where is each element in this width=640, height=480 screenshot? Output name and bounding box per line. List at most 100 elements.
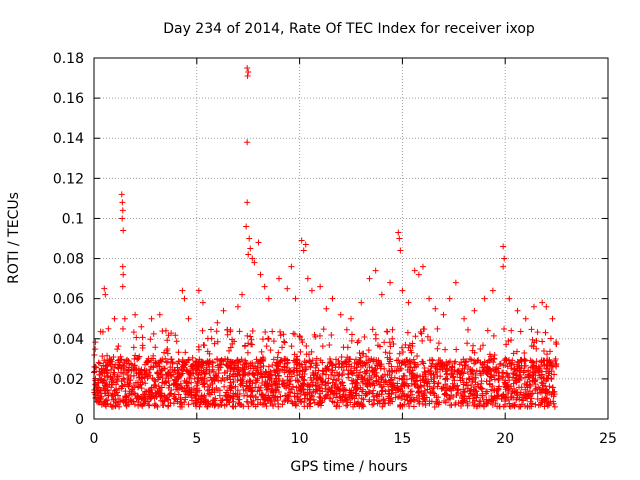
data-point xyxy=(357,369,364,376)
data-point xyxy=(426,295,433,302)
data-point xyxy=(431,390,438,397)
data-point xyxy=(292,295,299,302)
data-point xyxy=(158,392,165,399)
data-point xyxy=(476,400,483,407)
data-point xyxy=(448,392,455,399)
data-point xyxy=(320,326,327,333)
data-point xyxy=(249,327,256,334)
data-point xyxy=(306,357,313,364)
data-point xyxy=(491,376,498,383)
data-point xyxy=(156,311,163,318)
data-point xyxy=(461,389,468,396)
data-point xyxy=(302,391,309,398)
data-point xyxy=(434,325,441,332)
data-point xyxy=(398,393,405,400)
data-point xyxy=(307,400,314,407)
data-point xyxy=(255,239,262,246)
data-point xyxy=(447,358,454,365)
data-point xyxy=(305,382,312,389)
data-point xyxy=(297,399,304,406)
data-point xyxy=(321,395,328,402)
data-point xyxy=(289,400,296,407)
data-point xyxy=(399,402,406,409)
data-point xyxy=(275,400,282,407)
data-point xyxy=(372,335,379,342)
data-point xyxy=(517,328,524,335)
data-point xyxy=(529,390,536,397)
y-tick-label: 0.02 xyxy=(53,372,84,388)
data-point xyxy=(434,345,441,352)
data-point xyxy=(187,392,194,399)
data-point xyxy=(370,387,377,394)
data-point xyxy=(430,389,437,396)
data-point xyxy=(333,402,340,409)
data-point xyxy=(141,395,148,402)
data-point xyxy=(307,358,314,365)
data-point xyxy=(254,369,261,376)
data-point xyxy=(155,391,162,398)
data-point xyxy=(444,375,451,382)
y-tick-label: 0.12 xyxy=(53,171,84,187)
data-point xyxy=(508,327,515,334)
data-point xyxy=(406,358,413,365)
data-point xyxy=(505,337,512,344)
data-point xyxy=(152,344,159,351)
data-point xyxy=(261,283,268,290)
data-point xyxy=(318,381,325,388)
data-point xyxy=(364,376,371,383)
data-point xyxy=(539,395,546,402)
data-point xyxy=(445,396,452,403)
data-point xyxy=(372,267,379,274)
data-point xyxy=(160,402,167,409)
data-point xyxy=(422,401,429,408)
data-point xyxy=(104,386,111,393)
data-point xyxy=(124,379,131,386)
data-point xyxy=(259,356,266,363)
data-point xyxy=(281,338,288,345)
data-point xyxy=(276,275,283,282)
data-point xyxy=(291,351,298,358)
data-point xyxy=(522,315,529,322)
data-point xyxy=(213,328,220,335)
data-point xyxy=(344,401,351,408)
data-point xyxy=(119,382,126,389)
data-point xyxy=(399,359,406,366)
data-point xyxy=(503,341,510,348)
data-point xyxy=(179,287,186,294)
data-point xyxy=(270,403,277,410)
data-point xyxy=(145,387,152,394)
data-point xyxy=(254,388,261,395)
data-point xyxy=(222,393,229,400)
data-point xyxy=(229,403,236,410)
data-point xyxy=(210,368,217,375)
data-point xyxy=(361,334,368,341)
data-point xyxy=(424,333,431,340)
chart-title: Day 234 of 2014, Rate Of TEC Index for r… xyxy=(163,21,535,37)
data-point xyxy=(529,375,536,382)
data-point xyxy=(209,386,216,393)
data-point xyxy=(161,398,168,405)
data-point xyxy=(270,388,277,395)
data-point xyxy=(383,328,390,335)
data-point xyxy=(506,295,513,302)
data-point xyxy=(378,291,385,298)
data-point xyxy=(366,275,373,282)
data-point xyxy=(257,367,264,374)
data-point xyxy=(157,357,164,364)
data-point xyxy=(223,392,230,399)
data-point xyxy=(144,359,151,366)
data-point xyxy=(298,383,305,390)
data-point xyxy=(408,370,415,377)
data-point xyxy=(397,247,404,254)
data-point xyxy=(498,393,505,400)
data-point xyxy=(509,357,516,364)
data-point xyxy=(177,403,184,410)
data-point xyxy=(508,359,515,366)
data-point xyxy=(299,380,306,387)
data-point xyxy=(150,352,157,359)
data-point xyxy=(461,362,468,369)
data-point xyxy=(420,396,427,403)
data-point xyxy=(470,342,477,349)
data-point xyxy=(201,398,208,405)
data-point xyxy=(317,385,324,392)
